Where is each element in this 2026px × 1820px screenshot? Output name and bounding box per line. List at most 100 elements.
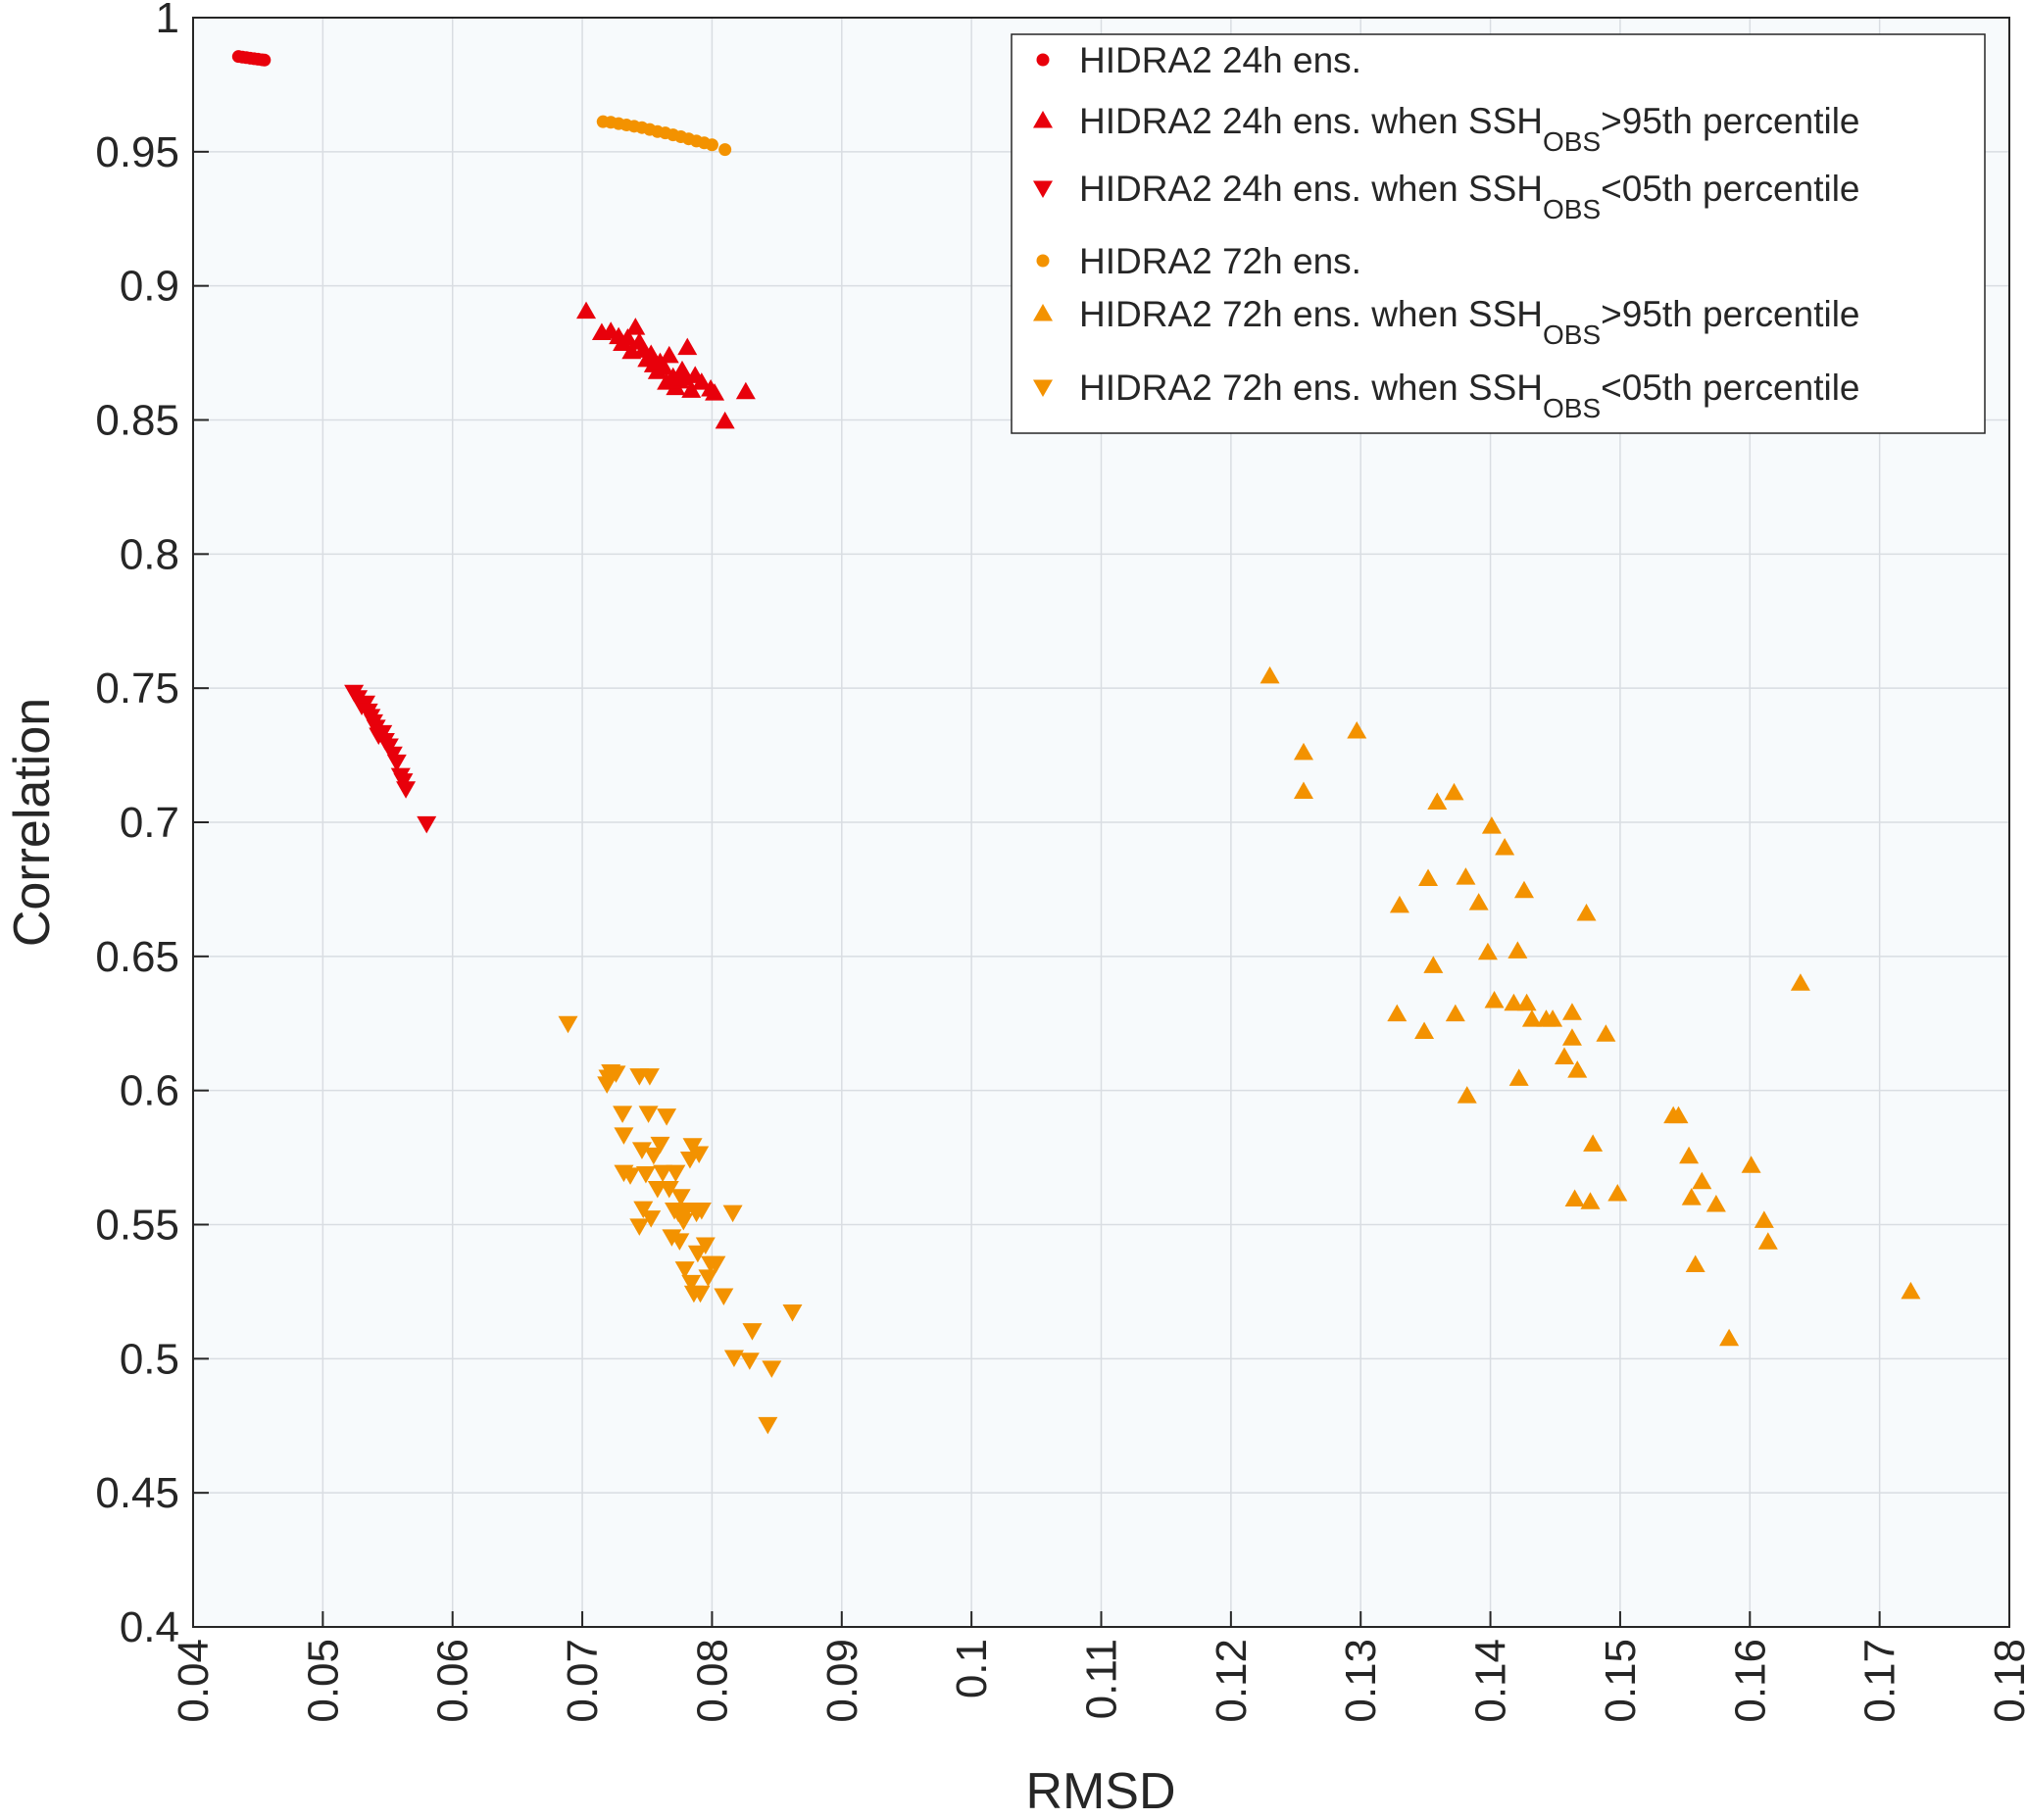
data-point-series-5: [1445, 1004, 1465, 1022]
data-point-series-2: [654, 358, 674, 375]
data-point-series-5: [1555, 1047, 1575, 1064]
x-tick-label: 0.17: [1856, 1639, 1904, 1723]
data-point-series-6: [653, 1164, 673, 1183]
data-point-series-3: [417, 815, 437, 834]
data-point-series-6: [670, 1189, 691, 1206]
data-point-series-6: [558, 1015, 578, 1034]
data-point-series-5: [1685, 1254, 1705, 1273]
data-point-series-3: [396, 781, 417, 799]
y-tick-label: 0.5: [120, 1335, 179, 1383]
data-point-series-4: [705, 138, 718, 152]
data-point-series-6: [620, 1167, 641, 1185]
data-point-series-5: [1260, 665, 1280, 684]
legend-marker-1: [1036, 53, 1050, 67]
data-point-series-6: [638, 1106, 659, 1123]
data-point-series-6: [689, 1146, 710, 1163]
data-point-series-6: [782, 1304, 803, 1322]
data-point-series-6: [650, 1136, 670, 1155]
data-point-series-6: [657, 1108, 677, 1126]
data-point-series-5: [1741, 1156, 1761, 1173]
data-point-series-6: [687, 1245, 708, 1263]
y-tick-label: 0.6: [120, 1067, 179, 1115]
y-tick-label: 0.85: [95, 397, 179, 445]
data-point-series-6: [666, 1164, 686, 1183]
data-point-series-5: [1561, 1028, 1582, 1046]
data-point-series-1: [258, 53, 272, 67]
data-point-series-5: [1423, 956, 1444, 973]
data-point-series-6: [643, 1147, 664, 1165]
legend-marker-4: [1036, 254, 1050, 268]
legend-box: [1011, 33, 1986, 434]
data-point-series-6: [613, 1106, 633, 1123]
x-tick-label: 0.13: [1337, 1639, 1385, 1723]
x-tick-label: 0.1: [948, 1639, 996, 1698]
data-point-series-6: [597, 1076, 618, 1094]
data-point-series-2: [691, 372, 712, 390]
data-point-series-6: [739, 1353, 760, 1370]
legend-marker-5: [1033, 304, 1053, 321]
y-tick-label: 0.55: [95, 1202, 179, 1250]
data-point-series-2: [659, 345, 679, 364]
data-point-series-6: [614, 1127, 634, 1145]
legend-label-4: HIDRA2 72h ens.: [1079, 241, 1361, 281]
legend: HIDRA2 24h ens. HIDRA2 24h ens. when SSHO…: [1011, 33, 1986, 434]
data-point-series-6: [742, 1323, 763, 1341]
data-point-series-5: [1468, 893, 1489, 910]
data-point-series-6: [681, 1274, 702, 1293]
data-point-series-5: [1901, 1281, 1921, 1300]
data-point-series-6: [633, 1201, 654, 1219]
data-point-series-5: [1757, 1232, 1778, 1250]
data-point-series-2: [618, 328, 638, 346]
data-point-series-4: [718, 143, 732, 157]
data-point-series-5: [1513, 880, 1534, 899]
data-point-series-2: [681, 380, 702, 398]
data-point-series-6: [659, 1181, 679, 1199]
y-tick-label: 0.8: [120, 530, 179, 578]
data-point-series-5: [1457, 1086, 1477, 1104]
data-point-series-5: [1564, 1189, 1585, 1207]
legend-marker-6: [1033, 379, 1053, 397]
data-point-series-5: [1427, 792, 1448, 810]
x-tick-label: 0.08: [688, 1639, 736, 1723]
x-tick-label: 0.05: [299, 1639, 347, 1723]
data-point-series-5: [1484, 990, 1505, 1008]
data-point-series-2: [641, 344, 662, 362]
y-tick-label: 0.7: [120, 799, 179, 847]
data-point-series-6: [762, 1360, 782, 1378]
data-point-series-6: [691, 1202, 712, 1220]
data-point-series-6: [629, 1218, 650, 1236]
x-tick-label: 0.14: [1467, 1639, 1515, 1723]
data-point-series-5: [1719, 1328, 1740, 1347]
data-point-series-5: [1668, 1106, 1689, 1124]
x-tick-label: 0.16: [1726, 1639, 1774, 1723]
data-point-series-6: [606, 1065, 626, 1083]
data-point-series-5: [1679, 1146, 1700, 1164]
data-point-series-5: [1681, 1188, 1702, 1205]
data-point-series-6: [673, 1212, 694, 1231]
y-tick-label: 0.9: [120, 263, 179, 311]
data-point-series-6: [690, 1285, 711, 1304]
data-point-series-3: [386, 754, 407, 772]
y-tick-label: 0.75: [95, 664, 179, 713]
x-tick-labels: 0.04 0.05 0.06 0.07 0.08 0.09 0.1 0.11 0.12 0.13 0…: [170, 1639, 2026, 1723]
data-point-series-6: [635, 1166, 656, 1184]
x-tick-label: 0.12: [1208, 1639, 1256, 1723]
data-point-series-6: [698, 1269, 718, 1287]
x-tick-label: 0.11: [1078, 1639, 1126, 1719]
x-tick-label: 0.18: [1986, 1639, 2026, 1723]
legend-marker-2: [1033, 111, 1053, 128]
data-point-series-2: [677, 337, 698, 356]
data-point-series-5: [1516, 993, 1537, 1011]
data-point-series-2: [625, 318, 646, 335]
data-point-series-5: [1790, 973, 1810, 991]
data-point-series-2: [735, 381, 756, 400]
data-point-series-2: [705, 383, 725, 401]
data-point-series-6: [639, 1068, 660, 1086]
data-point-series-2: [576, 301, 597, 320]
data-point-series-6: [674, 1261, 695, 1279]
data-point-series-5: [1580, 1192, 1601, 1209]
data-point-series-5: [1504, 993, 1524, 1011]
x-tick-label: 0.06: [429, 1639, 477, 1723]
legend-marker-3: [1033, 180, 1053, 198]
